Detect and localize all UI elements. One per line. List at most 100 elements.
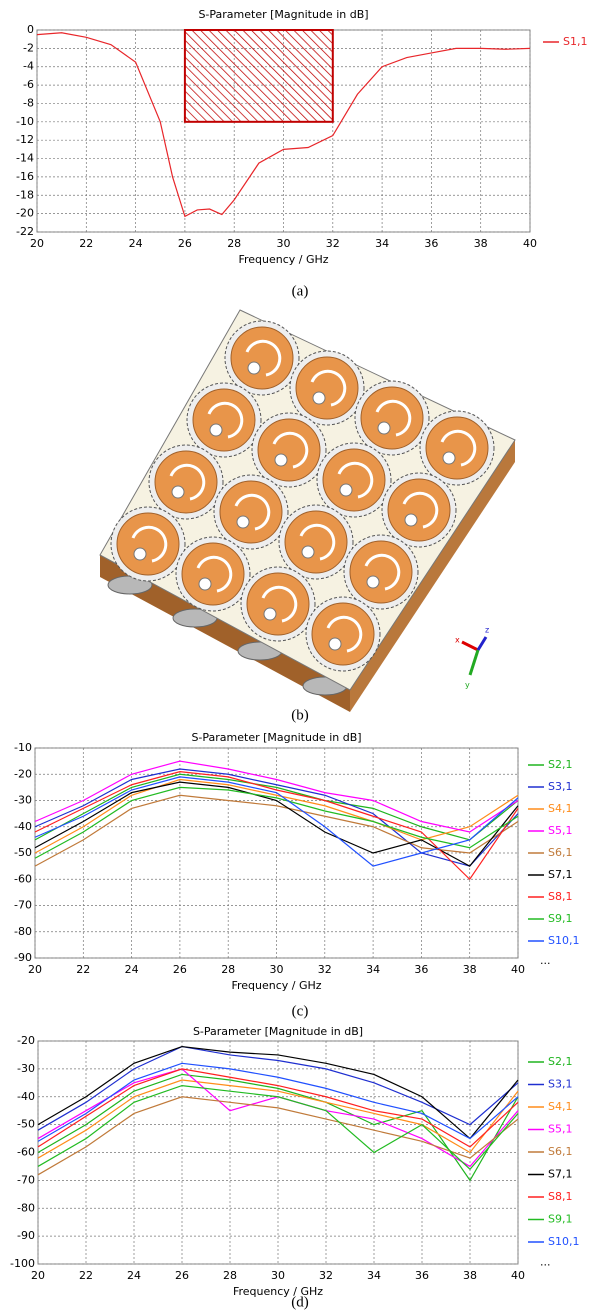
element-slot [402,491,439,529]
y-tick-label: -4 [23,60,34,73]
x-tick-label: 36 [414,963,428,976]
spec-region [183,29,334,123]
y-tick-label: -10 [14,741,32,754]
x-tick-label: 24 [129,237,143,250]
element-slot [234,493,271,531]
antenna-element [154,450,218,514]
legend-label: S9,1 [548,1213,572,1226]
board-side [100,555,350,712]
y-tick-label: -50 [14,846,32,859]
chart-title: S-Parameter [Magnitude in dB] [198,8,368,21]
y-tick-label: -16 [16,170,34,183]
x-tick-label: 22 [79,237,93,250]
x-tick-label: 38 [474,237,488,250]
legend-label: S3,1 [548,1078,572,1091]
legend-label: S5,1 [548,824,572,837]
y-tick-label: -40 [14,820,32,833]
y-tick-label: -14 [16,152,34,165]
series-line [34,794,519,867]
x-tick-label: 38 [463,963,477,976]
element-feed [328,637,342,651]
x-tick-label: 20 [28,963,42,976]
element-feed [198,577,212,591]
legend-label: S8,1 [548,1190,572,1203]
x-tick-label: 20 [31,1269,45,1282]
element-feed [442,451,456,465]
series-line [36,32,531,218]
y-tick-label: -30 [14,794,32,807]
antenna-element [387,478,451,542]
y-tick-label: -8 [23,96,34,109]
axis-z [476,636,488,651]
x-tick-label: 36 [415,1269,429,1282]
legend-label: S3,1 [548,780,572,793]
antenna-element [322,448,386,512]
series-line [34,778,519,854]
caption: (d) [291,1294,309,1310]
antenna-element [116,512,180,576]
array-render: x y z [99,309,516,712]
series-line [37,1045,519,1131]
legend-label: S4,1 [548,802,572,815]
legend-label: S9,1 [548,912,572,925]
x-tick-label: 22 [79,1269,93,1282]
legend-label: S4,1 [548,1100,572,1113]
x-tick-label: 30 [277,237,291,250]
element-slot [207,401,244,439]
series-line [34,771,519,881]
caption: (b) [291,707,309,723]
y-tick-label: -20 [17,1034,35,1047]
y-tick-label: -70 [14,899,32,912]
y-tick-label: -20 [16,207,34,220]
y-tick-label: -18 [16,188,34,201]
y-tick-label: -90 [17,1229,35,1242]
x-tick-label: 40 [523,237,537,250]
x-tick-label: 28 [227,237,241,250]
element-slot [337,461,374,499]
x-tick-label: 22 [76,963,90,976]
x-axis-label: Frequency / GHz [233,1285,323,1298]
antenna-element [192,388,256,452]
element-slot [299,523,336,561]
legend-label: S2,1 [548,758,572,771]
y-tick-label: -60 [14,872,32,885]
x-tick-label: 24 [125,963,139,976]
element-slot [440,429,477,467]
x-tick-label: 36 [424,237,438,250]
x-tick-label: 40 [511,1269,525,1282]
x-tick-label: 28 [223,1269,237,1282]
series-line [34,760,519,833]
x-tick-label: 40 [511,963,525,976]
legend-more: ... [540,1256,551,1269]
chart-title: S-Parameter [Magnitude in dB] [193,1025,363,1038]
antenna-element [311,602,375,666]
x-tick-label: 28 [221,963,235,976]
axis-x [461,640,479,652]
x-axis-label: Frequency / GHz [231,979,321,992]
legend-label: S2,1 [548,1055,572,1068]
x-tick-label: 26 [173,963,187,976]
x-tick-label: 30 [271,1269,285,1282]
element-feed [301,545,315,559]
x-tick-label: 32 [319,1269,333,1282]
element-slot [310,369,347,407]
series-line [37,1045,519,1140]
x-tick-label: 38 [463,1269,477,1282]
y-tick-label: -100 [10,1257,35,1270]
legend-label: S7,1 [548,868,572,881]
y-tick-label: -6 [23,78,34,91]
element-slot [196,555,233,593]
element-slot [364,553,401,591]
x-tick-label: 32 [318,963,332,976]
element-feed [404,513,418,527]
x-tick-label: 34 [366,963,380,976]
axis-label: y [465,681,470,690]
legend-label: S10,1 [548,1235,579,1248]
y-tick-label: -10 [16,115,34,128]
element-feed [377,421,391,435]
element-feed [247,361,261,375]
legend-label: S7,1 [548,1168,572,1181]
element-feed [274,453,288,467]
y-tick-label: -2 [23,41,34,54]
